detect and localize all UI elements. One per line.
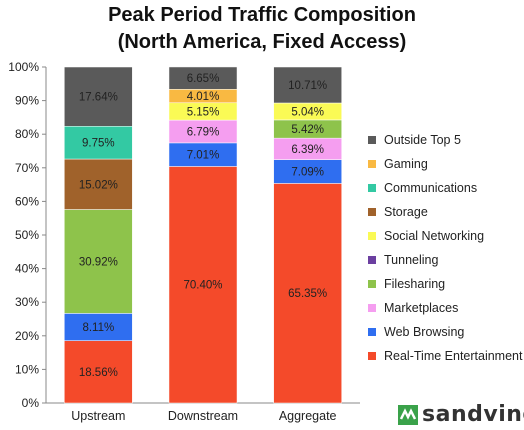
y-tick-label: 80%	[15, 127, 39, 141]
legend-label: Tunneling	[384, 253, 439, 267]
y-tick-label: 90%	[15, 94, 39, 108]
legend-swatch	[368, 184, 376, 192]
x-category-label: Aggregate	[279, 409, 337, 423]
chart-title-line1: Peak Period Traffic Composition	[108, 4, 416, 26]
legend-swatch	[368, 208, 376, 216]
legend-swatch	[368, 352, 376, 360]
y-tick-label: 0%	[22, 396, 40, 410]
bar-segment	[273, 183, 342, 404]
legend-item: Outside Top 5	[368, 128, 522, 152]
bar-data-label: 17.64%	[79, 92, 118, 104]
y-tick-label: 40%	[15, 262, 39, 276]
bar-data-label: 6.65%	[187, 73, 220, 85]
legend-item: Tunneling	[368, 248, 522, 272]
bar-segment	[64, 158, 133, 210]
legend-swatch	[368, 136, 376, 144]
legend-swatch	[368, 256, 376, 264]
bar-segment	[168, 66, 238, 90]
legend-item: Social Networking	[368, 224, 522, 248]
legend-item: Marketplaces	[368, 296, 522, 320]
bar-data-label: 15.02%	[79, 179, 118, 191]
legend-item: Filesharing	[368, 272, 522, 296]
legend-item: Web Browsing	[368, 320, 522, 344]
bar-data-label: 8.11%	[82, 322, 114, 334]
y-tick-label: 30%	[15, 295, 39, 309]
y-tick-label: 70%	[15, 161, 39, 175]
bar-data-label: 70.40%	[183, 280, 222, 292]
bar-segment	[168, 166, 238, 404]
bar-data-label: 6.79%	[187, 126, 220, 138]
y-tick-label: 50%	[15, 228, 39, 242]
bar-data-label: 5.04%	[291, 106, 324, 118]
bar-data-label: 18.56%	[79, 367, 118, 379]
bar-data-label: 5.15%	[187, 106, 220, 118]
sandvine-logo-icon	[398, 405, 418, 425]
y-tick-label: 20%	[15, 329, 39, 343]
bar-segment	[64, 313, 133, 341]
bar-data-label: 4.01%	[187, 91, 220, 103]
legend-item: Gaming	[368, 152, 522, 176]
bar-data-label: 30.92%	[79, 256, 118, 268]
legend-label: Filesharing	[384, 277, 446, 291]
bar-data-label: 10.71%	[288, 80, 327, 92]
bar-data-label: 6.39%	[291, 144, 324, 156]
y-tick-label: 60%	[15, 194, 39, 208]
legend-label: Storage	[384, 205, 428, 219]
y-tick-label: 100%	[8, 60, 39, 74]
brand-logo: sandvine	[398, 404, 524, 426]
bar-segment	[64, 126, 133, 160]
legend-swatch	[368, 232, 376, 240]
y-tick-label: 10%	[15, 362, 39, 376]
bar-data-label: 7.09%	[291, 167, 324, 179]
x-category-label: Downstream	[168, 409, 238, 423]
bar-data-label: 9.75%	[82, 138, 115, 150]
bar-segment	[273, 66, 342, 104]
chart-legend: Outside Top 5 Gaming Communications Storage…	[368, 128, 522, 368]
chart-title: Peak Period Traffic Composition (North A…	[0, 2, 524, 56]
legend-label: Social Networking	[384, 229, 485, 243]
bar-segment	[64, 66, 133, 127]
legend-swatch	[368, 280, 376, 288]
legend-swatch	[368, 304, 376, 312]
legend-label: Real-Time Entertainment	[384, 349, 523, 363]
legend-item: Communications	[368, 176, 522, 200]
bar-data-label: 65.35%	[288, 288, 327, 300]
chart-title-line2: (North America, Fixed Access)	[117, 31, 407, 53]
bar-data-label: 5.42%	[291, 124, 324, 136]
legend-item: Storage	[368, 200, 522, 224]
bar-data-label: 7.01%	[187, 150, 220, 162]
legend-label: Web Browsing	[384, 325, 465, 339]
legend-label: Marketplaces	[384, 301, 459, 315]
bar-segment	[64, 340, 133, 404]
legend-swatch	[368, 328, 376, 336]
legend-label: Communications	[384, 181, 478, 195]
legend-swatch	[368, 160, 376, 168]
legend-label: Outside Top 5	[384, 133, 461, 147]
brand-name: sandvine	[422, 402, 524, 427]
x-category-label: Upstream	[71, 409, 125, 423]
legend-item: Real-Time Entertainment	[368, 344, 522, 368]
legend-label: Gaming	[384, 157, 428, 171]
